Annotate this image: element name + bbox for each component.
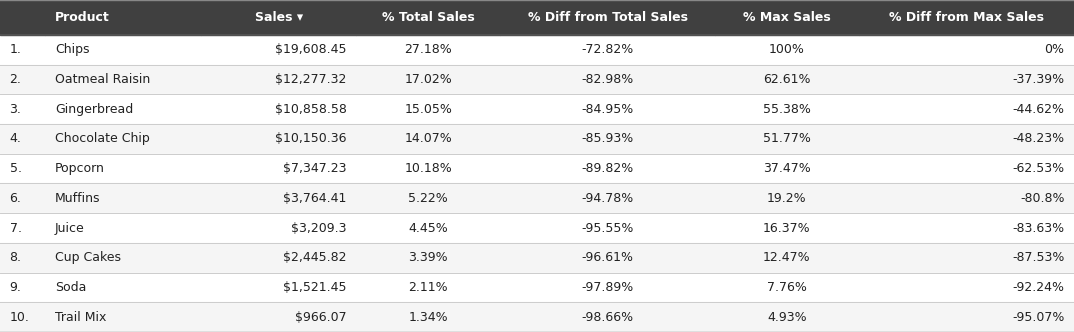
Text: -48.23%: -48.23% [1013,132,1064,145]
Text: % Total Sales: % Total Sales [381,11,475,24]
Text: 3.: 3. [10,103,21,116]
Text: 14.07%: 14.07% [404,132,452,145]
Bar [0,243,1074,273]
Text: Gingerbread: Gingerbread [55,103,133,116]
Text: -95.55%: -95.55% [581,221,634,234]
Text: -98.66%: -98.66% [581,311,634,324]
Text: Popcorn: Popcorn [55,162,105,175]
Text: 7.76%: 7.76% [767,281,807,294]
Text: Trail Mix: Trail Mix [55,311,106,324]
Bar [0,154,1074,184]
Text: 5.22%: 5.22% [408,192,448,205]
Text: $10,858.58: $10,858.58 [275,103,347,116]
Text: 100%: 100% [769,43,804,56]
Text: $12,277.32: $12,277.32 [275,73,347,86]
Text: % Diff from Total Sales: % Diff from Total Sales [527,11,687,24]
Bar [859,0,1074,35]
Text: 10.: 10. [10,311,29,324]
Text: 6.: 6. [10,192,21,205]
Text: 2.11%: 2.11% [408,281,448,294]
Text: $10,150.36: $10,150.36 [275,132,347,145]
Text: -89.82%: -89.82% [581,162,634,175]
Text: Soda: Soda [55,281,86,294]
Text: 9.: 9. [10,281,21,294]
Text: Cup Cakes: Cup Cakes [55,251,121,264]
Text: -83.63%: -83.63% [1013,221,1064,234]
Text: 8.: 8. [10,251,21,264]
Text: $966.07: $966.07 [295,311,347,324]
Text: % Diff from Max Sales: % Diff from Max Sales [889,11,1044,24]
Text: % Max Sales: % Max Sales [743,11,831,24]
Text: 37.47%: 37.47% [764,162,811,175]
Text: -37.39%: -37.39% [1013,73,1064,86]
Text: -72.82%: -72.82% [581,43,634,56]
Bar [201,0,357,35]
Text: 7.: 7. [10,221,21,234]
Text: 15.05%: 15.05% [404,103,452,116]
Text: 16.37%: 16.37% [764,221,811,234]
Text: 0%: 0% [1044,43,1064,56]
Text: $3,209.3: $3,209.3 [291,221,347,234]
Text: -44.62%: -44.62% [1013,103,1064,116]
Bar [0,0,45,35]
Text: Chocolate Chip: Chocolate Chip [55,132,149,145]
Text: 55.38%: 55.38% [763,103,811,116]
Text: 4.93%: 4.93% [767,311,807,324]
Text: $2,445.82: $2,445.82 [284,251,347,264]
Text: -82.98%: -82.98% [581,73,634,86]
Text: $7,347.23: $7,347.23 [284,162,347,175]
Text: -96.61%: -96.61% [581,251,634,264]
Text: 17.02%: 17.02% [404,73,452,86]
Text: 3.39%: 3.39% [408,251,448,264]
Text: -62.53%: -62.53% [1013,162,1064,175]
Bar [0,124,1074,154]
Text: 2.: 2. [10,73,21,86]
Text: -95.07%: -95.07% [1012,311,1064,324]
Text: 4.: 4. [10,132,21,145]
Text: Sales ▾: Sales ▾ [255,11,303,24]
Text: -84.95%: -84.95% [581,103,634,116]
Text: 10.18%: 10.18% [404,162,452,175]
Text: 1.34%: 1.34% [408,311,448,324]
Bar [0,64,1074,94]
Text: Juice: Juice [55,221,85,234]
Text: 62.61%: 62.61% [764,73,811,86]
Bar [0,273,1074,302]
Text: -87.53%: -87.53% [1012,251,1064,264]
Text: Chips: Chips [55,43,89,56]
Text: 27.18%: 27.18% [404,43,452,56]
Bar [715,0,859,35]
Bar [0,94,1074,124]
Text: $3,764.41: $3,764.41 [284,192,347,205]
Bar [357,0,499,35]
Bar [45,0,201,35]
Text: $19,608.45: $19,608.45 [275,43,347,56]
Text: Oatmeal Raisin: Oatmeal Raisin [55,73,150,86]
Text: 19.2%: 19.2% [767,192,807,205]
Bar [0,183,1074,213]
Text: 12.47%: 12.47% [764,251,811,264]
Text: -80.8%: -80.8% [1020,192,1064,205]
Text: 5.: 5. [10,162,21,175]
Text: $1,521.45: $1,521.45 [284,281,347,294]
Text: -97.89%: -97.89% [581,281,634,294]
Text: 1.: 1. [10,43,21,56]
Bar [0,302,1074,332]
Text: Muffins: Muffins [55,192,101,205]
Bar [0,213,1074,243]
Text: -92.24%: -92.24% [1013,281,1064,294]
Text: Product: Product [55,11,110,24]
Bar [499,0,715,35]
Text: -85.93%: -85.93% [581,132,634,145]
Text: -94.78%: -94.78% [581,192,634,205]
Text: 51.77%: 51.77% [763,132,811,145]
Text: 4.45%: 4.45% [408,221,448,234]
Bar [0,35,1074,65]
